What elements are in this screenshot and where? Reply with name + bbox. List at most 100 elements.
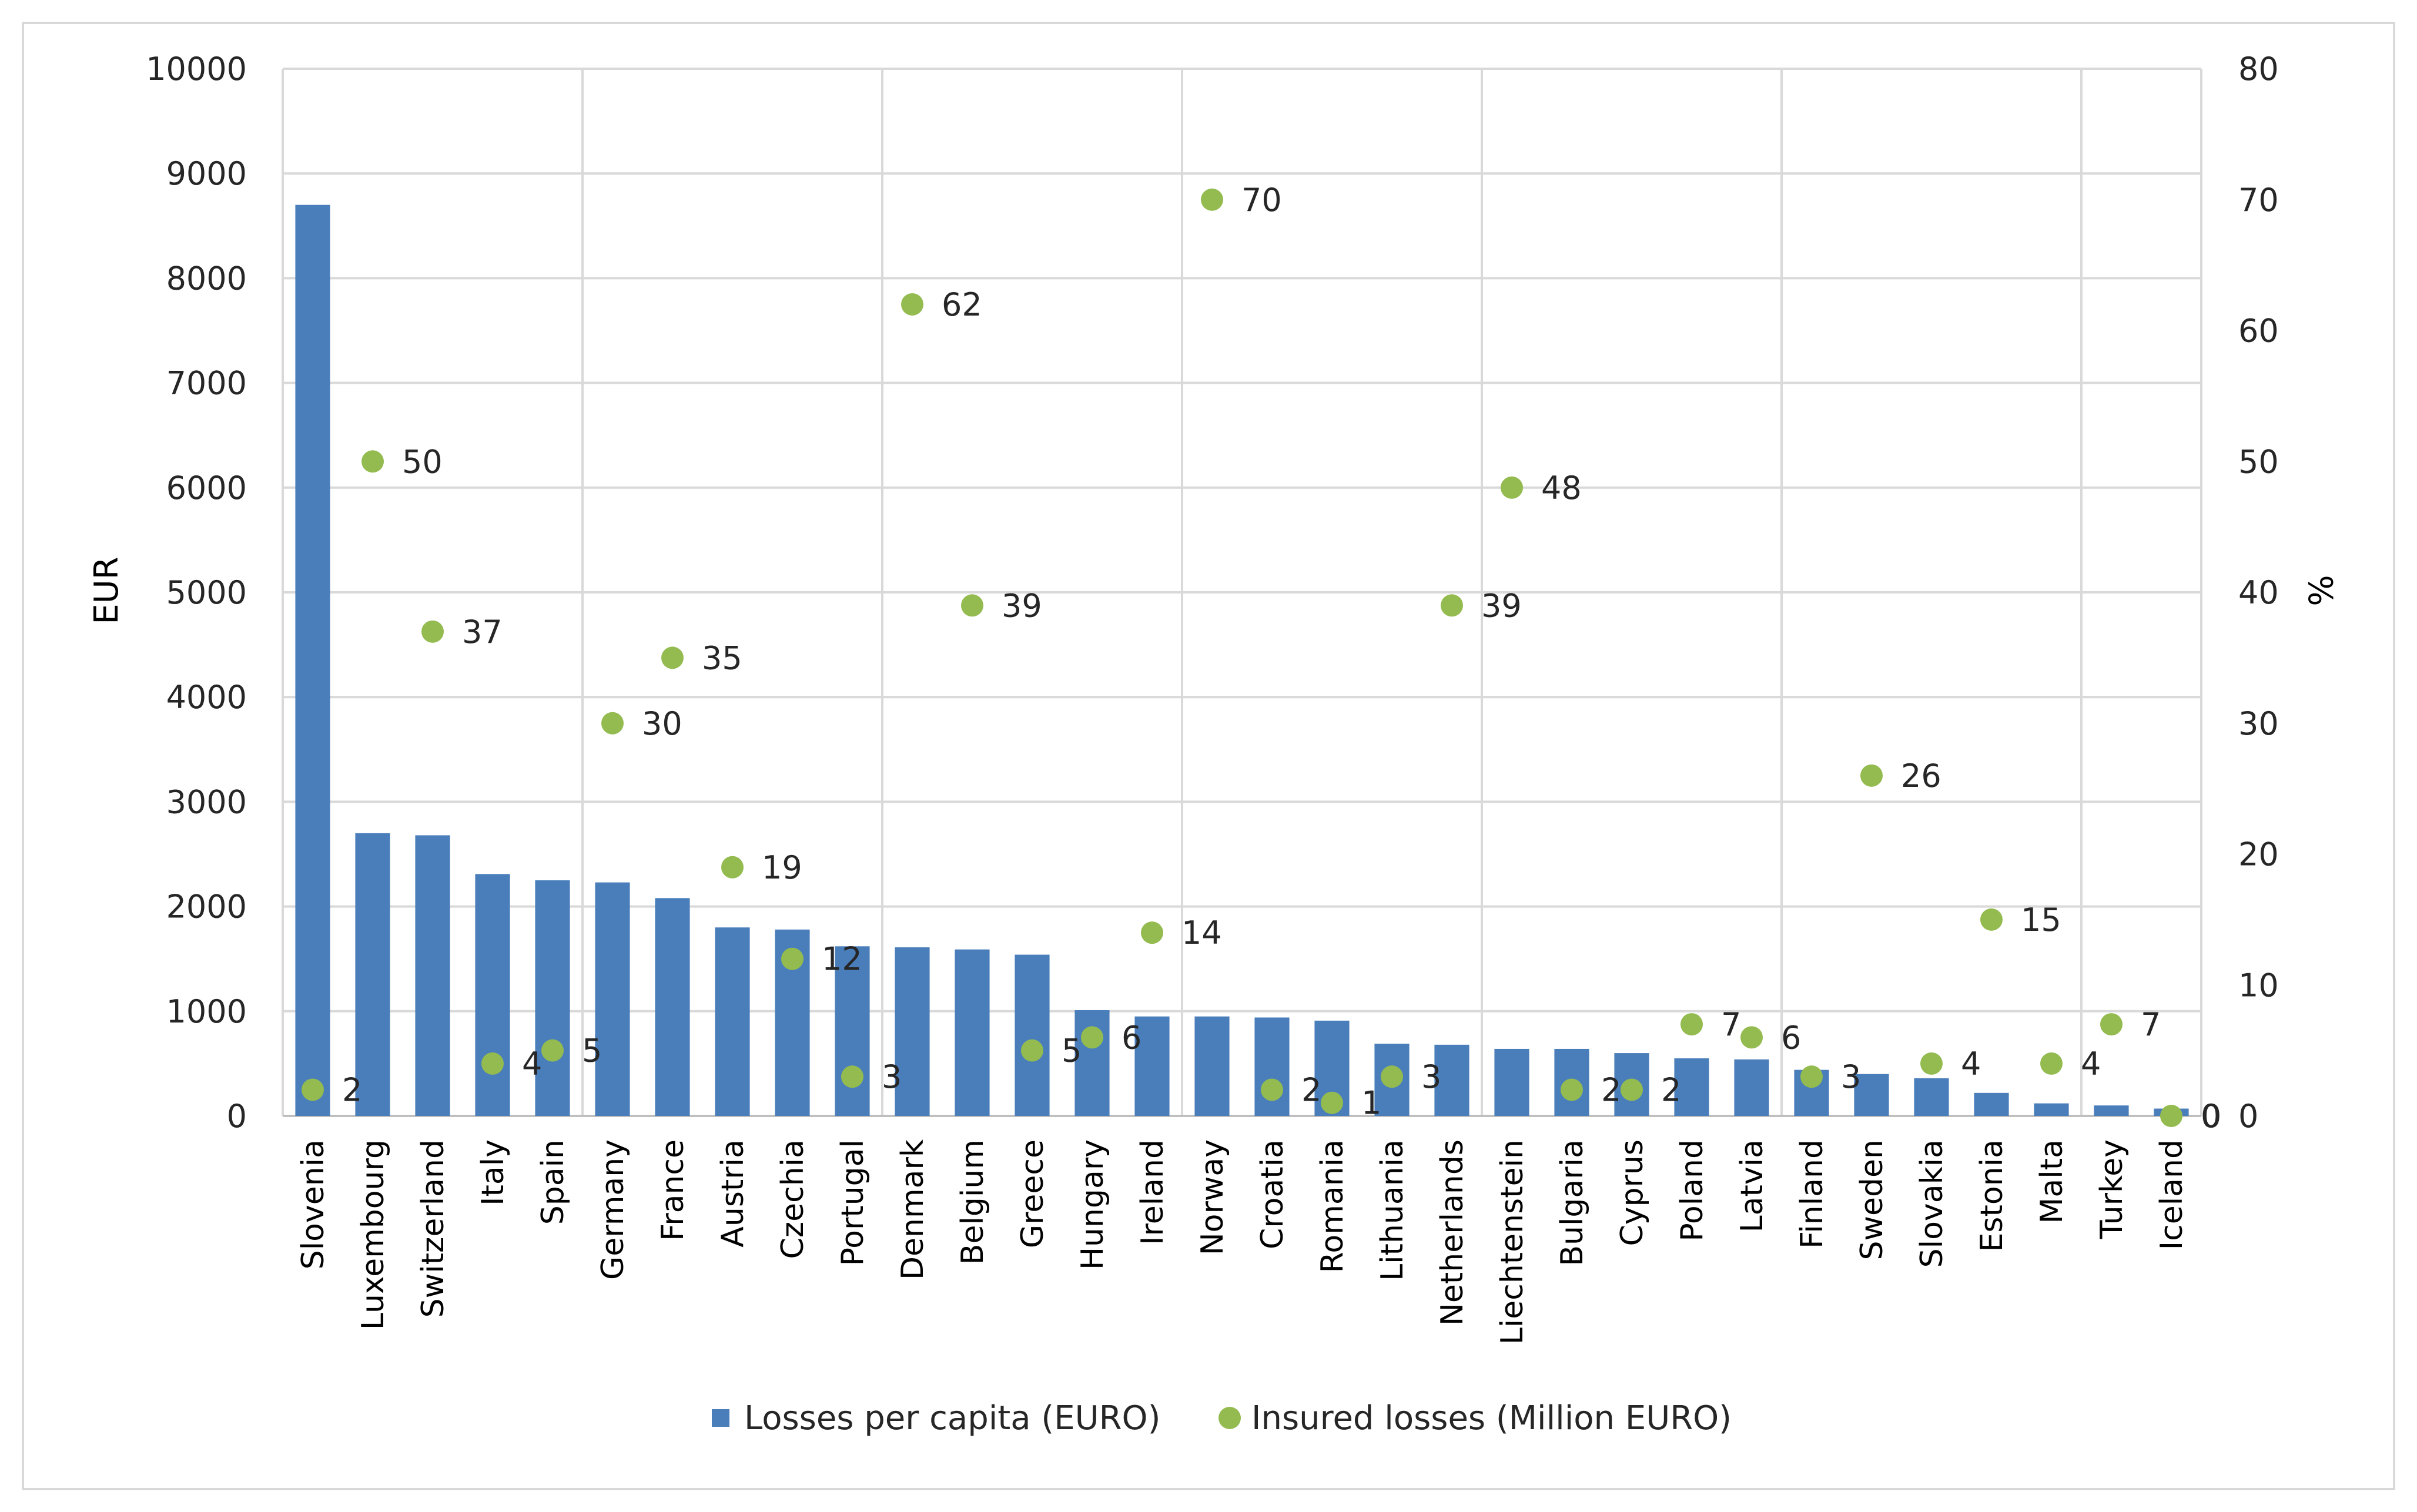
dot-cyprus (1621, 1078, 1643, 1101)
dot-bulgaria (1561, 1078, 1583, 1101)
category-label-iceland: Iceland (2154, 1139, 2190, 1250)
category-label-france: France (655, 1139, 691, 1241)
legend: Losses per capita (EURO) Insured losses … (712, 1399, 1732, 1437)
dot-series (302, 188, 2182, 1127)
bar-ireland (1134, 1016, 1170, 1116)
dot-label-iceland: 0 (2201, 1098, 2221, 1135)
legend-label-insured-losses: Insured losses (Million EURO) (1251, 1399, 1732, 1437)
dot-label-belgium: 39 (1002, 587, 1042, 624)
category-label-slovenia: Slovenia (296, 1139, 331, 1269)
bar-germany (595, 882, 630, 1116)
dot-label-malta: 4 (2081, 1045, 2101, 1082)
left-tick-label: 9000 (166, 155, 247, 192)
bar-slovakia (1914, 1078, 1949, 1116)
dot-label-estonia: 15 (2021, 901, 2061, 938)
dot-austria (721, 856, 744, 879)
dot-label-bulgaria: 2 (1601, 1071, 1621, 1108)
bar-switzerland (415, 835, 450, 1116)
category-label-spain: Spain (535, 1139, 571, 1225)
dot-poland (1680, 1013, 1703, 1036)
dot-iceland (2160, 1105, 2182, 1127)
dot-slovakia (1920, 1052, 1943, 1075)
category-label-romania: Romania (1315, 1139, 1350, 1273)
right-tick-label: 60 (2238, 313, 2279, 350)
dot-label-slovakia: 4 (1961, 1045, 1981, 1082)
right-axis-title: % (2301, 575, 2339, 606)
dot-label-greece: 5 (1062, 1032, 1082, 1070)
dot-label-lithuania: 3 (1421, 1058, 1441, 1095)
left-tick-label: 10000 (146, 51, 247, 88)
dot-label-germany: 30 (642, 705, 682, 742)
category-labels: Slovenia Luxembourg Switzerland Italy Spain G… (296, 1139, 2190, 1345)
dot-label-sweden: 26 (1901, 757, 1941, 794)
left-tick-label: 3000 (166, 783, 247, 820)
dot-italy (481, 1052, 504, 1075)
dot-label-slovenia: 2 (342, 1071, 362, 1108)
dot-ireland (1141, 921, 1163, 944)
right-extra-zero-label: 0 (2201, 1098, 2221, 1135)
category-label-bulgaria: Bulgaria (1555, 1139, 1590, 1266)
left-tick-label: 5000 (166, 574, 247, 611)
left-axis-title: EUR (88, 556, 126, 624)
dot-label-czechia: 12 (822, 941, 862, 978)
bar-spain (535, 880, 570, 1116)
left-tick-label: 6000 (166, 470, 247, 507)
dot-label-austria: 19 (762, 849, 802, 886)
dot-label-norway: 70 (1241, 182, 1282, 219)
right-tick-label: 0 (2238, 1098, 2258, 1135)
bar-austria (715, 927, 750, 1116)
dot-greece (1021, 1039, 1043, 1062)
category-label-luxembourg: Luxembourg (356, 1139, 391, 1330)
bar-luxembourg (355, 833, 390, 1116)
dot-finland (1800, 1065, 1823, 1088)
bar-malta (2034, 1103, 2069, 1116)
dot-turkey (2100, 1013, 2123, 1036)
legend-swatch-dot (1218, 1407, 1241, 1429)
dot-label-turkey: 7 (2141, 1006, 2161, 1043)
category-label-ireland: Ireland (1135, 1139, 1170, 1245)
bar-france (655, 898, 690, 1116)
dot-label-switzerland: 37 (462, 613, 503, 651)
dot-hungary (1081, 1026, 1103, 1049)
dot-label-denmark: 62 (942, 286, 982, 323)
left-tick-label: 7000 (166, 365, 247, 402)
dot-label-netherlands: 39 (1481, 587, 1522, 624)
dot-label-cyprus: 2 (1661, 1071, 1681, 1108)
category-label-germany: Germany (595, 1139, 631, 1280)
dot-label-hungary: 6 (1122, 1019, 1141, 1056)
dot-latvia (1740, 1026, 1763, 1049)
bar-sweden (1854, 1074, 1889, 1116)
right-tick-label: 80 (2238, 51, 2279, 88)
dot-label-croatia: 2 (1301, 1071, 1321, 1108)
dot-malta (2040, 1052, 2063, 1075)
category-label-croatia: Croatia (1255, 1139, 1290, 1249)
dot-label-luxembourg: 50 (402, 443, 443, 480)
category-label-latvia: Latvia (1735, 1139, 1770, 1232)
dot-romania (1321, 1091, 1343, 1114)
dot-label-italy: 4 (522, 1045, 542, 1082)
right-tick-label: 10 (2238, 967, 2279, 1004)
dot-label-latvia: 6 (1781, 1019, 1801, 1056)
bar-series (295, 204, 2189, 1116)
dot-spain (541, 1039, 564, 1062)
right-tick-label: 30 (2238, 705, 2279, 742)
category-label-czechia: Czechia (775, 1139, 811, 1259)
bar-italy (475, 874, 510, 1116)
category-label-turkey: Turkey (2094, 1139, 2130, 1239)
left-tick-label: 0 (227, 1098, 247, 1135)
category-label-norway: Norway (1195, 1139, 1230, 1255)
right-axis-ticks: 0 10 20 30 40 50 60 70 80 0 (2201, 51, 2279, 1135)
dot-netherlands (1441, 594, 1463, 617)
dot-norway (1201, 188, 1223, 211)
bar-estonia (1974, 1092, 2009, 1116)
left-tick-label: 2000 (166, 889, 247, 926)
dot-sweden (1860, 764, 1883, 787)
bar-turkey (2094, 1105, 2129, 1116)
category-label-lithuania: Lithuania (1375, 1139, 1410, 1281)
right-tick-label: 40 (2238, 574, 2279, 611)
category-label-hungary: Hungary (1075, 1139, 1110, 1270)
bar-liechtenstein (1494, 1048, 1529, 1116)
dot-label-portugal: 3 (882, 1058, 902, 1095)
